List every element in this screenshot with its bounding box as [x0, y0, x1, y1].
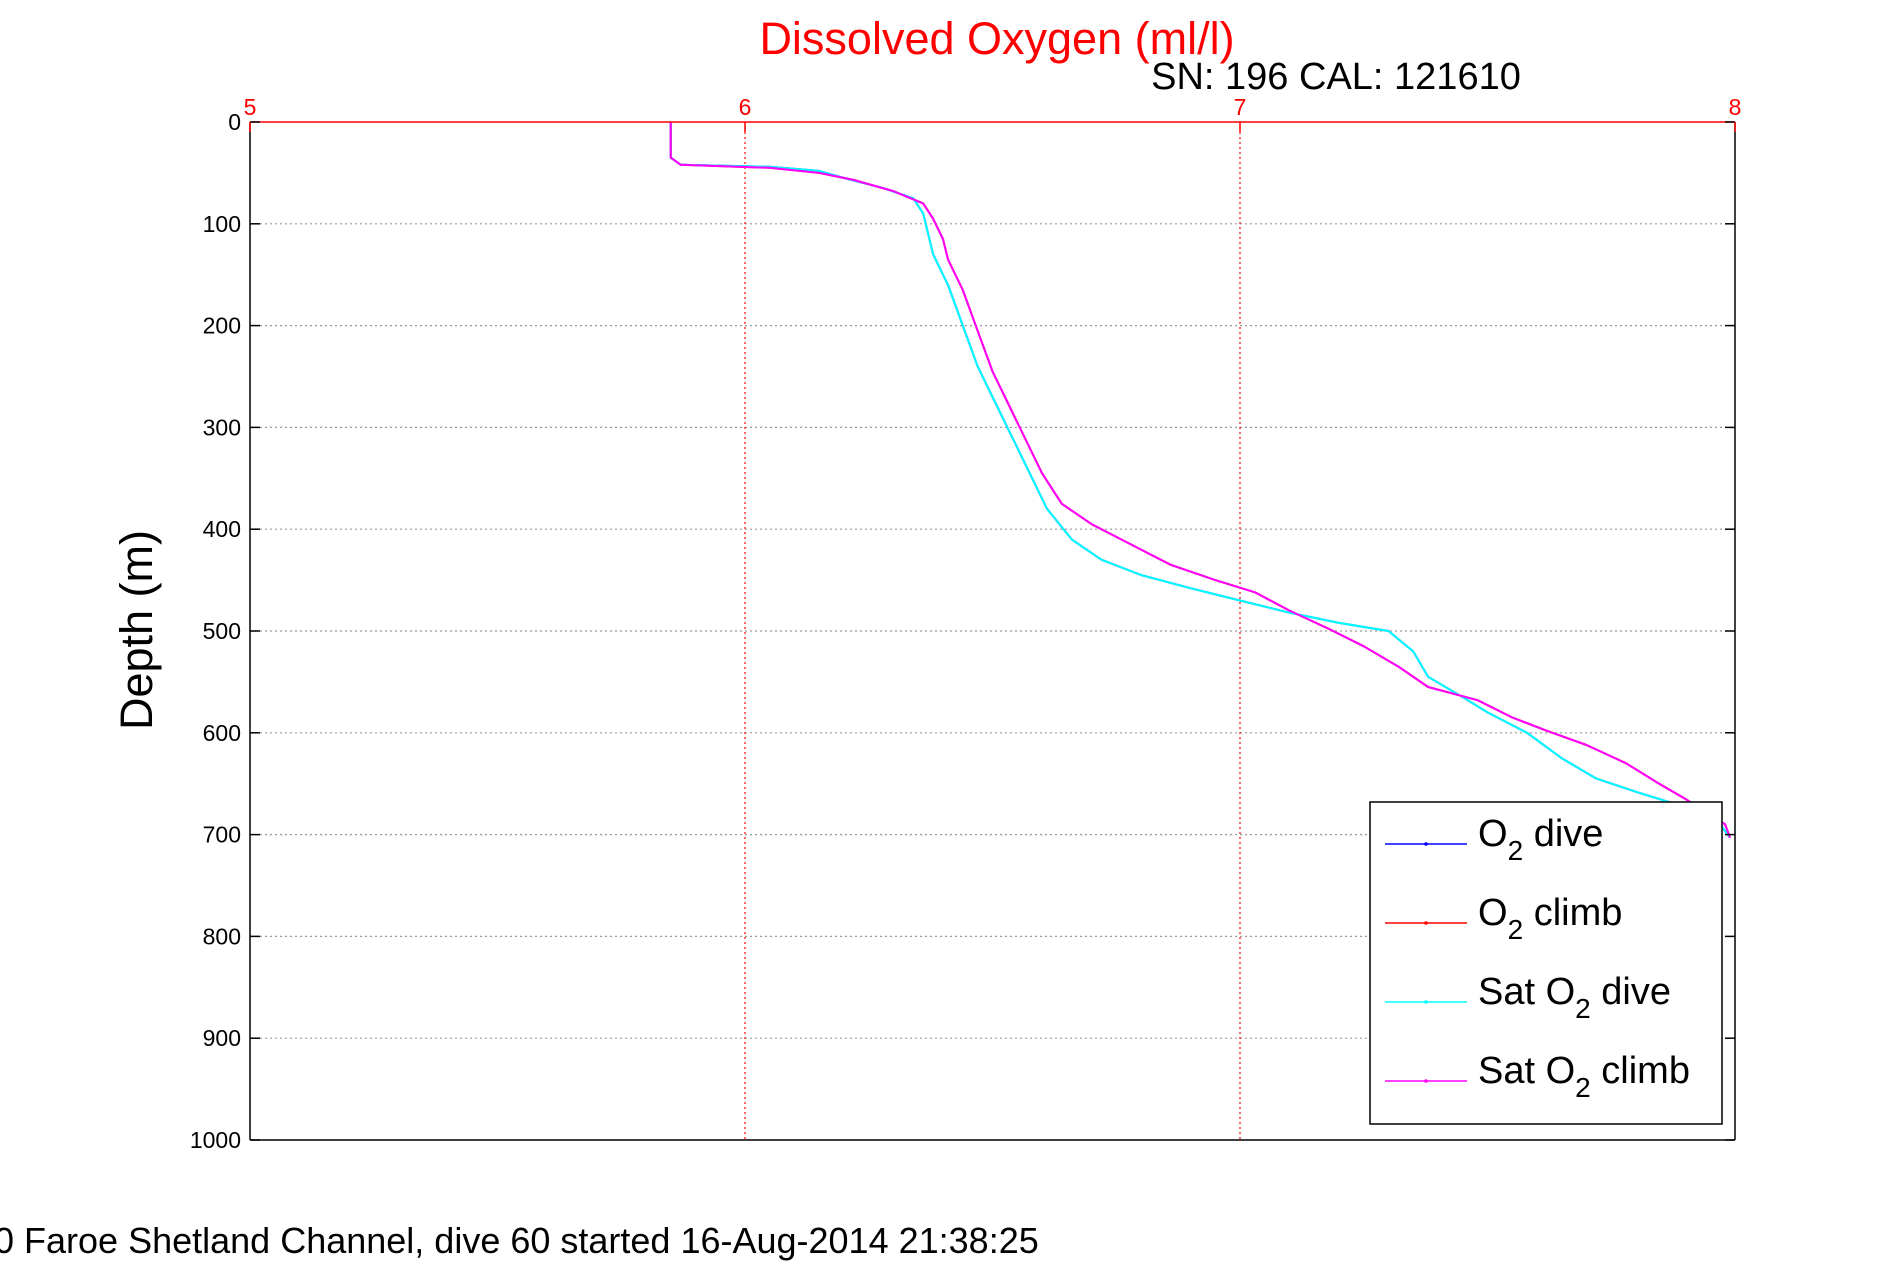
series-layer: [669, 122, 1731, 839]
legend-label-rest: dive: [1591, 971, 1671, 1013]
y-tick-label: 100: [203, 211, 241, 237]
chart-title: Dissolved Oxygen (ml/l): [759, 13, 1234, 64]
y-axis-label: Depth (m): [111, 530, 162, 730]
legend-marker: [1424, 921, 1428, 925]
legend-label-main: Sat O: [1478, 1050, 1575, 1092]
series-line-sat-o2-climb: [669, 122, 1731, 839]
y-tick-label: 500: [203, 618, 241, 644]
y-tick-label: 900: [203, 1025, 241, 1051]
legend-label-subscript: 2: [1575, 993, 1591, 1024]
legend-label: O2 climb: [1478, 892, 1622, 945]
ticks-layer: 0 100 200 300 400 500 600 700 800 900 1000 5 6 7 8: [190, 94, 1742, 1153]
y-tick-label: 300: [203, 414, 241, 440]
legend-label-rest: climb: [1591, 1050, 1690, 1092]
y-tick-label: 700: [203, 822, 241, 848]
legend-marker: [1424, 1079, 1428, 1083]
x-tick-label: 7: [1234, 94, 1247, 120]
legend-label-main: O: [1478, 892, 1508, 934]
legend-label: Sat O2 dive: [1478, 971, 1671, 1024]
legend-label-rest: dive: [1523, 813, 1603, 855]
legend-item: Sat O2 dive: [1385, 971, 1671, 1024]
x-tick-label: 8: [1729, 94, 1742, 120]
y-tick-label: 800: [203, 923, 241, 949]
y-tick-label: 1000: [190, 1127, 241, 1153]
legend-marker: [1424, 842, 1428, 846]
chart-footer: 0 Faroe Shetland Channel, dive 60 starte…: [0, 1220, 1039, 1261]
legend-marker: [1424, 1000, 1428, 1004]
legend-label-subscript: 2: [1575, 1072, 1591, 1103]
legend-label-subscript: 2: [1508, 914, 1524, 945]
legend-label: O2 dive: [1478, 813, 1603, 866]
legend-item: O2 climb: [1385, 892, 1622, 945]
legend-label-main: Sat O: [1478, 971, 1575, 1013]
legend-item: O2 dive: [1385, 813, 1603, 866]
legend-label: Sat O2 climb: [1478, 1050, 1690, 1103]
chart-subtitle: SN: 196 CAL: 121610: [1151, 56, 1521, 98]
y-tick-label: 200: [203, 313, 241, 339]
legend-box: [1369, 801, 1723, 1125]
x-tick-label: 6: [739, 94, 752, 120]
y-tick-label: 0: [228, 109, 241, 135]
legend-label-main: O: [1478, 813, 1508, 855]
y-tick-label: 600: [203, 720, 241, 746]
legend-label-rest: climb: [1523, 892, 1622, 934]
legend-label-subscript: 2: [1508, 835, 1524, 866]
y-tick-label: 400: [203, 516, 241, 542]
x-tick-label: 5: [244, 94, 257, 120]
legend-item: Sat O2 climb: [1385, 1050, 1690, 1103]
